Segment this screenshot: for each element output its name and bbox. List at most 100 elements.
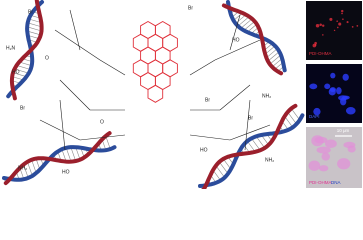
atom-label: H₂N [6, 45, 16, 51]
atom-label: Br [20, 105, 25, 111]
atom-label: HO [200, 147, 208, 153]
base-pair [240, 18, 253, 29]
atom-label: NH₂ [265, 157, 274, 163]
base-pair [16, 65, 31, 70]
base-pair [27, 26, 42, 32]
dna-strand [198, 113, 305, 188]
cell [325, 139, 337, 148]
bond [54, 29, 101, 61]
panel-label: PDI-OHMA [309, 51, 332, 56]
red-spot [342, 18, 344, 21]
cell [318, 165, 329, 172]
red-spot [341, 12, 343, 15]
cell [337, 158, 351, 170]
base-pair [14, 68, 29, 74]
atom-label: HO [62, 169, 70, 175]
base-pair [243, 21, 255, 31]
figure: Br H₂N HO O Br NH₂ HO Br HO NH₂ Br HO NH₂ Br O PDI-OHM… [2, 0, 362, 193]
base-pair [266, 48, 278, 59]
base-pair [23, 164, 29, 179]
red-spot [314, 41, 317, 45]
base-pair [219, 161, 229, 174]
nucleus [345, 107, 356, 115]
red-spot [351, 25, 354, 28]
base-pair [70, 147, 76, 162]
red-spot [336, 20, 338, 22]
dna-strand [226, 0, 287, 73]
nucleus [342, 73, 349, 81]
base-pair [105, 135, 111, 150]
atom-label: Br [188, 5, 193, 11]
atom-label: NH₂ [18, 165, 27, 171]
base-pair [235, 14, 247, 24]
bond [99, 59, 126, 76]
red-spot [315, 24, 320, 28]
base-pair [269, 54, 282, 65]
panel-label: PDI-OHMA [309, 180, 332, 185]
nucleus [336, 87, 342, 95]
scale-bar-label: 10 μm [337, 128, 350, 133]
nucleus [324, 83, 331, 90]
cell [321, 152, 330, 161]
dna-strand [3, 131, 112, 186]
nucleus [309, 83, 318, 90]
base-pair [255, 136, 265, 149]
bond [189, 134, 231, 141]
nucleus [340, 97, 347, 106]
red-spot [329, 17, 333, 21]
dna-strand [9, 0, 44, 101]
pdi-ring [147, 84, 164, 103]
base-pair [251, 138, 261, 151]
bond [229, 124, 271, 141]
base-pair [215, 165, 225, 178]
atom-label: HO [232, 37, 240, 43]
dna-strand [201, 103, 298, 193]
base-pair [12, 72, 27, 77]
bond [69, 9, 81, 51]
nucleus [313, 107, 321, 116]
base-pair [291, 108, 300, 121]
cell [308, 160, 321, 171]
nucleus [330, 72, 336, 79]
red-spot [338, 22, 342, 26]
red-spot [341, 9, 344, 13]
structure: Br H₂N HO O Br NH₂ HO Br HO NH₂ Br HO NH₂ Br O [2, 0, 359, 193]
cell [343, 141, 356, 149]
red-spot [322, 24, 325, 27]
nucleus [329, 87, 336, 93]
base-pair [237, 16, 250, 27]
bond [244, 99, 251, 151]
atom-label: Br [248, 115, 253, 121]
base-pair [31, 159, 37, 174]
atom-label: HO [12, 69, 20, 75]
red-spot [336, 26, 339, 29]
base-pair [27, 30, 41, 36]
red-spot [346, 21, 349, 24]
base-pair [65, 147, 72, 162]
bond [59, 99, 66, 151]
base-pair [284, 116, 293, 128]
bond [214, 39, 261, 61]
bond [219, 84, 251, 111]
atom-label: O [100, 119, 104, 125]
red-spot [333, 29, 336, 32]
atom-label: Br [205, 97, 210, 103]
red-spot [319, 23, 322, 27]
panel-label: DAPI [309, 114, 320, 119]
bond [189, 59, 216, 76]
base-pair [287, 111, 297, 125]
red-spot [314, 44, 317, 46]
red-spot [322, 34, 324, 36]
cell [316, 146, 331, 154]
atom-label: Br [28, 9, 33, 15]
red-spot [356, 24, 359, 27]
bond [39, 119, 81, 141]
panel-label: DNA [331, 180, 341, 185]
dna-strand [2, 145, 117, 182]
base-pair [27, 22, 42, 28]
bond [59, 79, 91, 111]
atom-label: NH₂ [262, 93, 271, 99]
bond [79, 134, 126, 141]
base-pair [27, 161, 33, 176]
base-pair [267, 51, 280, 62]
